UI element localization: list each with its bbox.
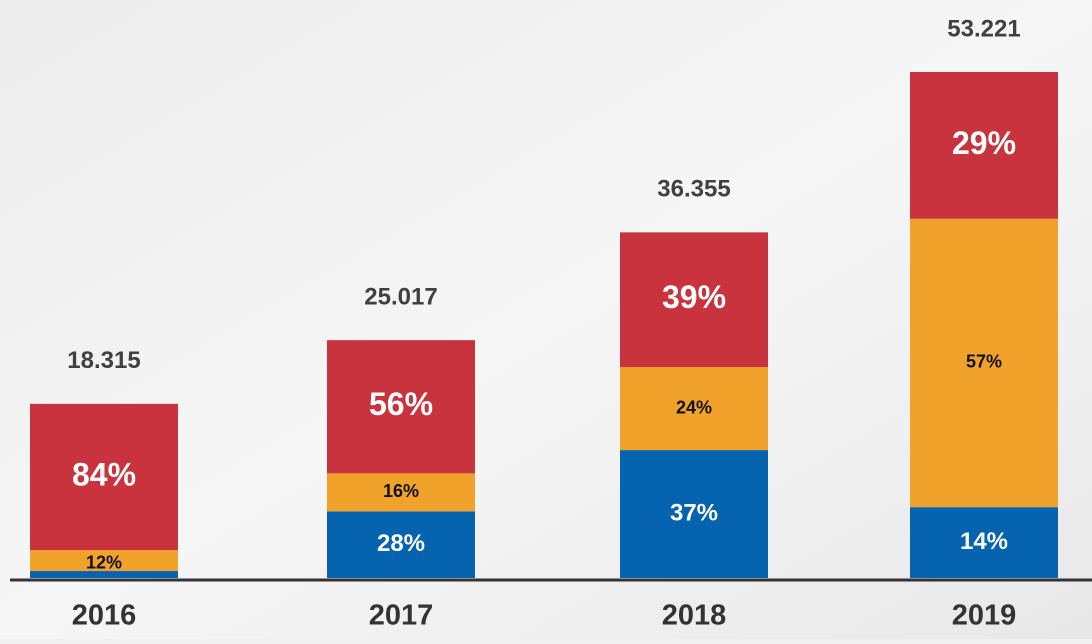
page: {"chart_data": {"type": "stacked-bar", "…	[0, 0, 1092, 639]
value-label: 24%	[676, 397, 712, 417]
total-label: 25.017	[364, 283, 437, 310]
value-label: 14%	[960, 528, 1008, 555]
value-label: 56%	[369, 386, 433, 422]
value-label: 12%	[86, 552, 122, 572]
total-label: 53.221	[947, 15, 1020, 42]
chart: 12% 84% 18.315 2016 28% 16% 56% 25.017 2017 37% 24…	[0, 0, 1092, 639]
value-label: 84%	[72, 456, 136, 492]
x-tick-label: 2017	[369, 600, 434, 632]
x-tick-label: 2019	[952, 600, 1017, 632]
total-label: 18.315	[67, 347, 140, 374]
value-label: 39%	[662, 279, 726, 315]
value-label: 28%	[377, 530, 425, 557]
x-tick-label: 2016	[72, 600, 137, 632]
total-label: 36.355	[657, 176, 730, 203]
value-label: 29%	[952, 125, 1016, 161]
value-label: 57%	[966, 352, 1002, 372]
x-tick-label: 2018	[662, 600, 727, 632]
value-label: 16%	[383, 481, 419, 501]
value-label: 37%	[670, 499, 718, 526]
